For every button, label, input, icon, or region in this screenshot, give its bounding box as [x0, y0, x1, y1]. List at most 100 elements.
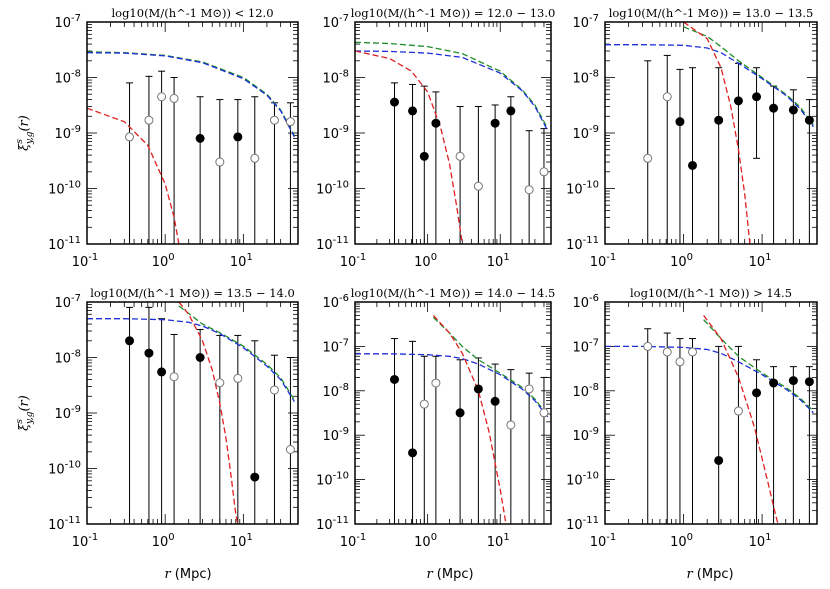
y-tick-label: 10-10 — [316, 471, 349, 489]
x-tick-label: 101 — [230, 252, 253, 270]
panel-title: log10(M/(h^-1 M⊙)) = 14.0 − 14.5 — [351, 286, 556, 300]
error-bar — [644, 328, 652, 524]
model-curve-green — [178, 305, 295, 401]
model-curve-red — [432, 314, 507, 524]
data-point-open — [285, 444, 295, 454]
y-tick-label: 10-6 — [322, 293, 349, 311]
data-point-open — [233, 373, 243, 383]
plot-area — [355, 314, 549, 524]
data-point-open — [524, 185, 534, 195]
data-point-open — [675, 357, 685, 367]
x-tick-label: 100 — [152, 532, 175, 550]
error-bar — [688, 338, 696, 524]
y-tick-label: 10-8 — [572, 69, 599, 87]
error-bar — [688, 67, 696, 244]
error-bar — [126, 82, 134, 244]
panel-frame — [354, 301, 552, 525]
data-point-filled — [157, 367, 167, 377]
error-bar — [216, 99, 224, 244]
error-bar — [676, 338, 684, 524]
y-tick-label: 10-9 — [572, 426, 599, 444]
panel-5: 10-11 10-10 10-9 10-8 10-7 10-6 10-1 100 101 log1… — [316, 286, 555, 550]
x-tick-label: 101 — [487, 532, 510, 550]
y-tick-label: 10-8 — [322, 382, 349, 400]
data-point-open — [687, 347, 697, 357]
error-bar — [251, 96, 259, 244]
error-bar — [251, 340, 259, 524]
y-tick-label: 10-9 — [572, 124, 599, 142]
panel-frame — [86, 301, 299, 525]
error-bar — [474, 106, 482, 244]
panels: 10-11 10-10 10-9 10-8 10-7 10-1 100 101 log10(M/… — [48, 6, 818, 550]
error-bar — [420, 355, 428, 524]
model-curve-red — [703, 315, 779, 524]
plot-area — [605, 22, 814, 244]
data-point-open — [455, 151, 465, 161]
model-curve-blue — [605, 44, 814, 128]
data-point-filled — [506, 106, 516, 116]
data-point-filled — [390, 374, 400, 384]
error-bar — [540, 376, 548, 524]
panel-title: log10(M/(h^-1 M⊙)) = 13.5 − 14.0 — [90, 286, 295, 300]
data-point-filled — [752, 92, 762, 102]
data-point-open — [539, 167, 549, 177]
data-point-open — [662, 92, 672, 102]
plot-area — [87, 302, 295, 524]
x-tick-label: 100 — [670, 252, 693, 270]
error-bar — [789, 366, 797, 524]
plot-area — [605, 315, 814, 524]
y-tick-label: 10-9 — [322, 124, 349, 142]
data-point-filled — [490, 118, 500, 128]
data-point-open — [431, 378, 441, 388]
data-point-filled — [408, 106, 418, 116]
error-bar — [286, 102, 294, 244]
data-point-filled — [473, 384, 483, 394]
error-bar — [158, 318, 166, 524]
error-bar — [789, 89, 797, 244]
x-tick-label: 10-1 — [590, 252, 617, 270]
error-bar — [507, 369, 515, 524]
ticks — [86, 301, 299, 525]
panel-3: 10-11 10-10 10-9 10-8 10-7 10-1 100 101 log10(M/… — [566, 6, 818, 270]
y-tick-label: 10-8 — [54, 349, 81, 367]
data-point-open — [169, 93, 179, 103]
error-bar — [456, 359, 464, 524]
y-tick-label: 10-11 — [316, 515, 349, 533]
data-point-filled — [490, 396, 500, 406]
error-bar — [525, 372, 533, 524]
panel-title: log10(M/(h^-1 M⊙)) < 12.0 — [111, 6, 273, 20]
x-axis-label-col2: r (Mpc) — [426, 567, 473, 582]
x-tick-label: 10-1 — [72, 252, 99, 270]
error-bar — [145, 75, 153, 244]
panel-frame — [604, 301, 818, 525]
model-curve-blue — [355, 50, 549, 132]
panel-1: 10-11 10-10 10-9 10-8 10-7 10-1 100 101 log10(M/… — [48, 6, 299, 270]
x-tick-label: 100 — [414, 252, 437, 270]
error-bar — [540, 128, 548, 244]
x-tick-label: 101 — [230, 532, 253, 550]
ticks — [604, 21, 818, 245]
data-point-filled — [144, 348, 154, 358]
panel-4: 10-11 10-10 10-9 10-8 10-7 10-1 100 101 log10(M/… — [48, 286, 299, 550]
error-bar — [734, 345, 742, 524]
error-bar — [234, 334, 242, 524]
data-point-filled — [250, 472, 260, 482]
y-tick-label: 10-7 — [572, 13, 599, 31]
y-tick-label: 10-11 — [566, 235, 599, 253]
y-tick-label: 10-10 — [566, 471, 599, 489]
data-point-filled — [752, 388, 762, 398]
data-point-open — [269, 385, 279, 395]
x-tick-label: 101 — [749, 532, 772, 550]
data-point-open — [250, 153, 260, 163]
panel-6: 10-11 10-10 10-9 10-8 10-7 10-6 10-1 100 101 log1… — [566, 286, 818, 550]
error-bar — [663, 332, 671, 524]
model-curve-blue — [355, 353, 549, 418]
error-bar — [753, 359, 761, 524]
model-curve-blue — [87, 52, 295, 138]
y-tick-label: 10-11 — [316, 235, 349, 253]
error-bar — [770, 366, 778, 524]
panel-frame — [86, 21, 299, 245]
error-bar — [644, 60, 652, 244]
error-bar — [391, 82, 399, 244]
x-axis-label-col3: r (Mpc) — [686, 567, 733, 582]
